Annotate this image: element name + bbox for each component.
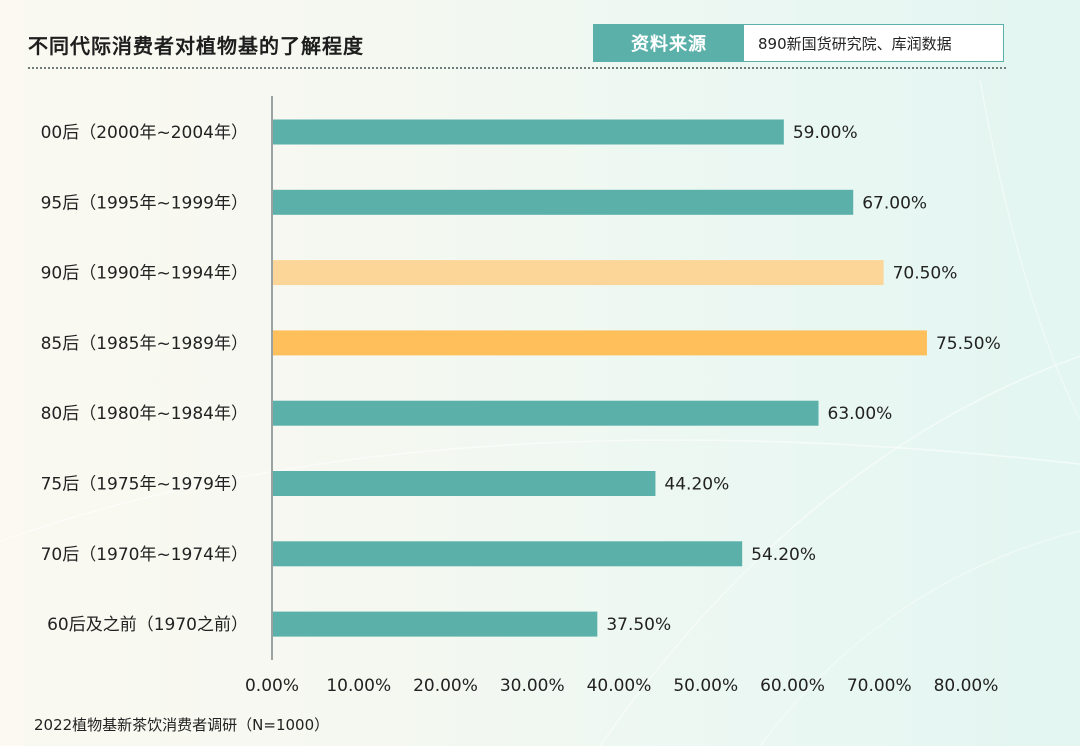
x-tick-label-6: 60.00% (760, 676, 825, 696)
x-tick-label-4: 40.00% (587, 676, 652, 696)
category-label-3: 85后（1985年~1989年） (41, 334, 248, 354)
category-label-1: 95后（1995年~1999年） (41, 193, 248, 213)
footnote: 2022植物基新茶饮消费者调研（N=1000） (34, 716, 330, 734)
x-tick-label-2: 20.00% (413, 676, 478, 696)
bar-0 (273, 119, 784, 145)
value-label-3: 75.50% (936, 334, 1001, 354)
x-tick-label-8: 80.00% (934, 676, 999, 696)
value-label-1: 67.00% (862, 193, 927, 213)
source-text: 890新国货研究院、库润数据 (758, 34, 952, 53)
bar-6 (273, 541, 743, 567)
header-divider (28, 67, 1006, 69)
chart-title: 不同代际消费者对植物基的了解程度 (28, 34, 364, 58)
source-tag: 资料来源 (594, 25, 744, 61)
category-label-6: 70后（1970年~1974年） (41, 545, 248, 565)
bar-5 (273, 471, 656, 496)
category-label-2: 90后（1990年~1994年） (41, 264, 248, 284)
x-tick-label-5: 50.00% (673, 676, 738, 696)
bar-4 (273, 400, 819, 426)
category-label-7: 60后及之前（1970之前） (47, 615, 248, 635)
source-box: 资料来源 890新国货研究院、库润数据 (593, 24, 1004, 62)
bar-7 (273, 611, 598, 637)
value-label-0: 59.00% (793, 123, 858, 143)
x-tick-label-7: 70.00% (847, 676, 912, 696)
category-label-5: 75后（1975年~1979年） (41, 475, 248, 495)
bar-1 (273, 189, 854, 215)
value-label-7: 37.50% (606, 615, 671, 635)
category-label-4: 80后（1980年~1984年） (41, 404, 248, 424)
bar-3 (273, 330, 927, 356)
value-label-5: 44.20% (664, 475, 729, 495)
value-label-4: 63.00% (828, 404, 893, 424)
x-tick-label-0: 0.00% (245, 676, 299, 696)
x-tick-label-1: 10.00% (326, 676, 391, 696)
category-label-0: 00后（2000年~2004年） (41, 123, 248, 143)
value-label-6: 54.20% (751, 545, 816, 565)
value-label-2: 70.50% (893, 264, 958, 284)
x-tick-label-3: 30.00% (500, 676, 565, 696)
bar-2 (273, 260, 884, 286)
